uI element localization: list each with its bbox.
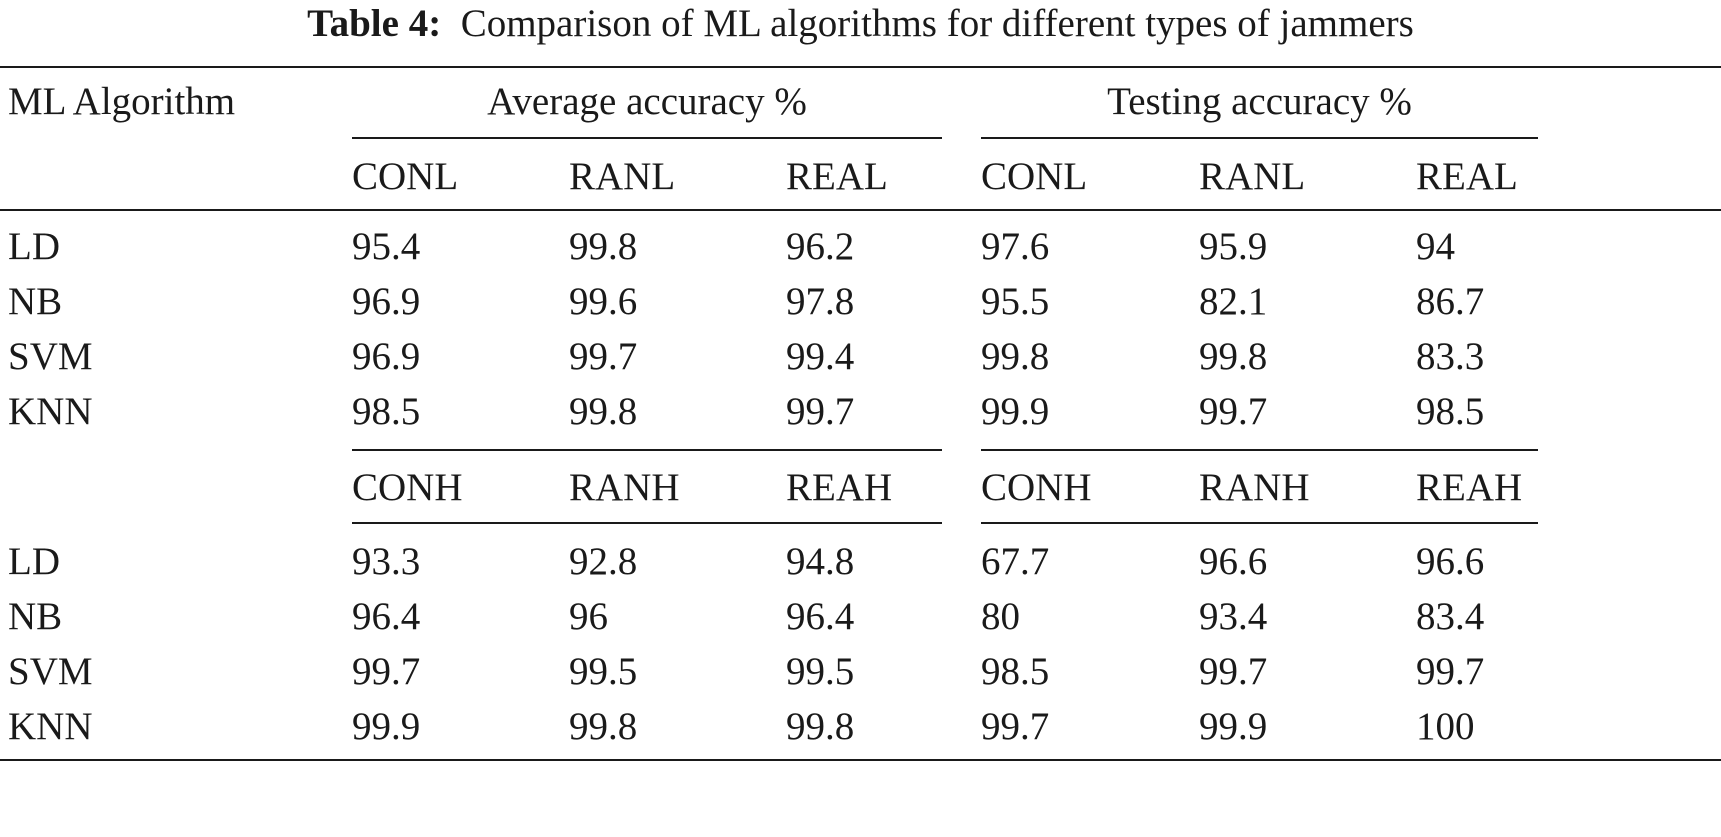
table-cell: 99.7 [1416, 650, 1485, 693]
block2-top-rule-average [352, 449, 942, 451]
table-cell: 99.8 [786, 705, 855, 748]
table-cell: 99.8 [981, 335, 1050, 378]
column-header: CONH [352, 466, 463, 509]
table-cell: 99.7 [786, 390, 855, 433]
table-cell: 99.7 [569, 335, 638, 378]
column-header: RANL [569, 155, 676, 198]
table-cell: 95.4 [352, 225, 421, 268]
table-cell: 98.5 [352, 390, 421, 433]
table-cell: 96.6 [1199, 540, 1268, 583]
table-cell: 82.1 [1199, 280, 1268, 323]
group-header-testing-accuracy: Testing accuracy % [1107, 80, 1412, 123]
row-label-nb: NB [8, 280, 63, 323]
header-bottom-rule [0, 209, 1721, 211]
table-cell: 96 [569, 595, 608, 638]
table-cell: 99.5 [786, 650, 855, 693]
table-cell: 94 [1416, 225, 1455, 268]
table-cell: 99.8 [569, 225, 638, 268]
table-cell: 96.4 [786, 595, 855, 638]
row-header-label: ML Algorithm [8, 80, 236, 123]
table-cell: 92.8 [569, 540, 638, 583]
row-label-knn: KNN [8, 390, 93, 433]
table-cell: 99.9 [352, 705, 421, 748]
table-cell: 93.3 [352, 540, 421, 583]
row-label-ld: LD [8, 540, 60, 583]
table-cell: 96.2 [786, 225, 855, 268]
table-cell: 99.6 [569, 280, 638, 323]
block2-header-rule-testing [981, 522, 1538, 524]
table-cell: 98.5 [1416, 390, 1485, 433]
table-cell: 99.7 [352, 650, 421, 693]
caption-text: Comparison of ML algorithms for differen… [460, 2, 1414, 45]
table-cell: 97.8 [786, 280, 855, 323]
column-header: REAH [786, 466, 893, 509]
caption-label: Table 4: [307, 2, 442, 45]
group-rule-testing [981, 137, 1538, 139]
table-cell: 99.9 [981, 390, 1050, 433]
table-cell: 96.4 [352, 595, 421, 638]
top-rule [0, 66, 1721, 68]
table-cell: 99.4 [786, 335, 855, 378]
table-cell: 83.3 [1416, 335, 1485, 378]
table-cell: 99.7 [1199, 650, 1268, 693]
bottom-rule [0, 759, 1721, 761]
table-cell: 99.8 [569, 390, 638, 433]
table-cell: 95.5 [981, 280, 1050, 323]
row-label-knn: KNN [8, 705, 93, 748]
table-cell: 96.6 [1416, 540, 1485, 583]
table-cell: 97.6 [981, 225, 1050, 268]
table-cell: 95.9 [1199, 225, 1268, 268]
group-header-average-accuracy: Average accuracy % [487, 80, 807, 123]
table-caption: Table 4: Comparison of ML algorithms for… [0, 0, 1721, 48]
row-label-svm: SVM [8, 650, 93, 693]
table-cell: 98.5 [981, 650, 1050, 693]
table-cell: 99.7 [1199, 390, 1268, 433]
column-header: REAL [1416, 155, 1518, 198]
table-cell: 67.7 [981, 540, 1050, 583]
column-header: RANH [1199, 466, 1310, 509]
table-cell: 99.8 [569, 705, 638, 748]
table-cell: 99.5 [569, 650, 638, 693]
block2-top-rule-testing [981, 449, 1538, 451]
column-header: CONL [981, 155, 1088, 198]
table-cell: 93.4 [1199, 595, 1268, 638]
table-cell: 96.9 [352, 335, 421, 378]
column-header: RANL [1199, 155, 1306, 198]
column-header: REAH [1416, 466, 1523, 509]
column-header: CONL [352, 155, 459, 198]
block2-header-rule-average [352, 522, 942, 524]
table-cell: 94.8 [786, 540, 855, 583]
row-label-nb: NB [8, 595, 63, 638]
group-rule-average [352, 137, 942, 139]
table-cell: 99.8 [1199, 335, 1268, 378]
column-header: CONH [981, 466, 1092, 509]
table-cell: 80 [981, 595, 1020, 638]
row-label-svm: SVM [8, 335, 93, 378]
table-cell: 99.9 [1199, 705, 1268, 748]
table-cell: 99.7 [981, 705, 1050, 748]
table-cell: 96.9 [352, 280, 421, 323]
row-label-ld: LD [8, 225, 60, 268]
table-cell: 86.7 [1416, 280, 1485, 323]
column-header: REAL [786, 155, 888, 198]
table-cell: 83.4 [1416, 595, 1485, 638]
table-cell: 100 [1416, 705, 1475, 748]
column-header: RANH [569, 466, 680, 509]
